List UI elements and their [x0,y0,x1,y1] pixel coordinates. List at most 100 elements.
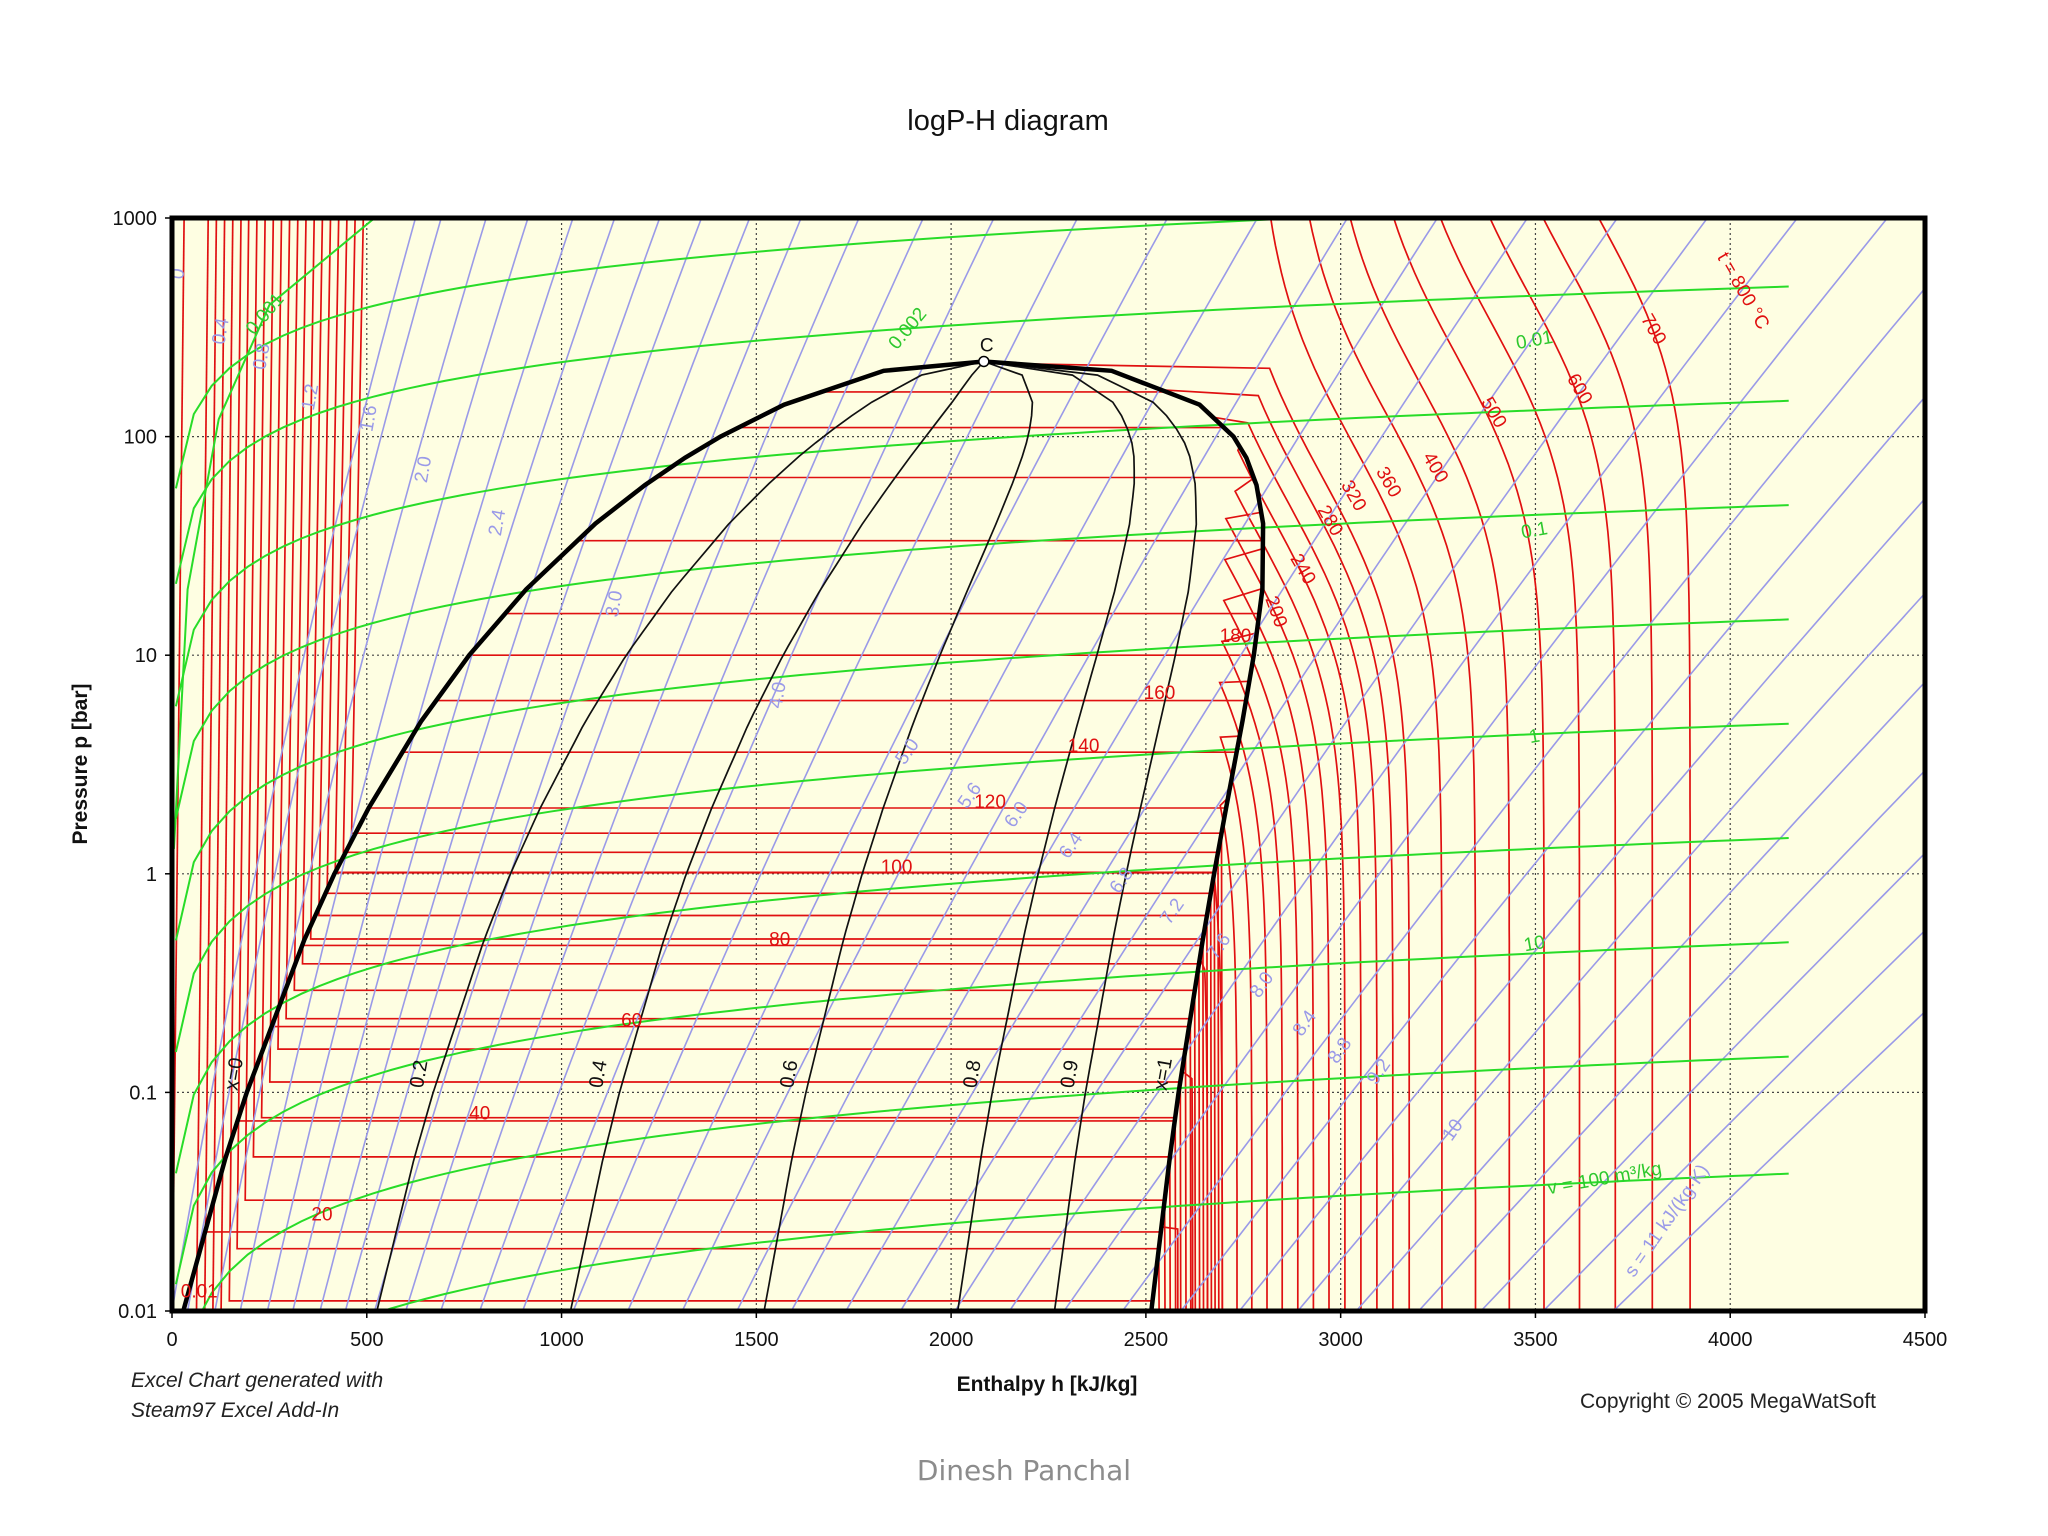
isochore-label: 0.1 [1520,518,1550,543]
isentrope-label: 0.8 [249,342,274,372]
isentrope-line [572,218,1079,1311]
isentrope-line [292,218,616,1311]
isotherm-line [1012,362,1411,1311]
isentrope-line [954,218,1709,1311]
x-tick-label: 0 [166,1329,177,1351]
isentrope-line [1180,395,1925,1311]
copyright-note: Copyright © 2005 MegaWatSoft [1580,1390,1877,1413]
isotherm-line [326,218,1213,1311]
y-tick-label: 10 [135,645,157,667]
isochore-line [174,837,1789,1174]
isentrope-line [521,218,995,1311]
isotherm-line [1269,218,1443,1311]
isochore-label: 1 [1527,726,1541,749]
isotherm-line [1218,680,1268,1311]
quality-line [763,360,1034,1311]
x-tick-label: 2000 [929,1329,974,1351]
isotherm-line [268,218,1182,1311]
isotherm-line [1219,797,1238,1311]
isotherm-label: 180 [1220,626,1252,647]
isentrope-line [239,218,529,1311]
isotherm-label: 100 [881,857,913,878]
x-tick-label: 3000 [1318,1329,1363,1351]
quality-line [983,360,1198,1311]
isotherm-line [301,218,1201,1311]
isentrope-label: 1.2 [298,382,323,412]
quality-label: 0.2 [406,1058,432,1089]
critical-point-label: C [980,335,994,356]
isochore-line [200,1055,1789,1311]
isentrope-line [172,218,417,1311]
y-tick-label: 100 [124,427,157,449]
isotherm-line [260,218,1177,1311]
isentrope-line [899,218,1619,1311]
isochore-line [174,218,1789,489]
isentrope-line [1238,497,1925,1311]
x-tick-label: 3500 [1513,1329,1558,1351]
isotherm-line [1219,735,1253,1311]
chart-title: logP-H diagram [907,105,1108,137]
isochore-line [379,1172,1789,1311]
isotherm-line [1160,388,1394,1311]
generated-note: Excel Chart generated with Steam97 Excel… [131,1366,383,1426]
isotherm-line [244,218,1166,1311]
isotherm-label: 160 [1144,683,1176,704]
saturated-liquid-line [181,359,985,1311]
isotherm-line [277,218,1187,1311]
isotherm-line [285,218,1192,1311]
quality-label: 0.9 [1057,1058,1083,1089]
isotherm-line [252,218,1172,1311]
isentrope-line [344,218,703,1311]
isotherm-line [1223,547,1315,1311]
isentrope-label: 2.0 [411,455,436,485]
axes: 0 500 1000 1500 2000 2500 3000 3500 4000 4500 0.01… [113,208,1948,1351]
x-tick-label: 500 [350,1329,383,1351]
isentrope-label: 0.4 [208,316,233,346]
isentrope-line [1121,287,1925,1311]
isotherm-line [342,218,1220,1311]
isotherm-lines [172,218,1691,1311]
isentrope-label: 2.4 [485,507,510,537]
isochore-line [174,618,1789,941]
isotherm-line [309,218,1205,1311]
isochore-line [174,504,1789,819]
isochore-line [174,285,1789,585]
isentrope-line [266,218,574,1311]
isentrope-label: 4.0 [766,680,791,710]
isentrope-line [790,218,1439,1311]
x-axis-label: Enthalpy h [kJ/kg] [957,1373,1138,1396]
isotherm-line [236,218,1160,1311]
isentrope-label: 1.6 [357,404,382,434]
isentrope-line [478,218,925,1311]
isotherm-line [1181,1070,1194,1311]
isochore-label: 10 [1522,932,1546,956]
isentrope-line [186,218,442,1311]
generated-note-line-1: Excel Chart generated with [131,1369,384,1392]
quality-line [956,360,1136,1311]
isentrope-line [440,218,860,1311]
isotherm-label: 80 [769,929,790,950]
isotherm-label: 20 [311,1204,332,1225]
isotherm-line [1199,958,1209,1311]
plot-frame [169,215,1928,1314]
isotherm-line [212,218,226,1311]
isentrope-line [845,218,1529,1311]
isentrope-line [736,218,1349,1311]
x-tick-label: 4000 [1708,1329,1753,1351]
isotherm-line [1234,477,1346,1311]
isotherm-line [1161,1225,1179,1311]
quality-label: 0.8 [959,1058,985,1089]
isotherm-label: 140 [1068,736,1100,757]
quality-label: 0.4 [585,1058,611,1089]
x-tick-label: 1000 [539,1329,584,1351]
isentrope-line [1612,1010,1925,1311]
saturation-dome [181,355,1266,1311]
isotherm-line [195,218,210,1311]
isotherm-line [1392,218,1545,1311]
isotherm-line [203,218,218,1311]
isentrope-line [373,218,751,1311]
isochore-lines [172,218,1789,1311]
y-tick-label: 0.1 [129,1082,157,1104]
quality-line [376,360,984,1311]
y-axis-label: Pressure p [bar] [69,683,92,844]
